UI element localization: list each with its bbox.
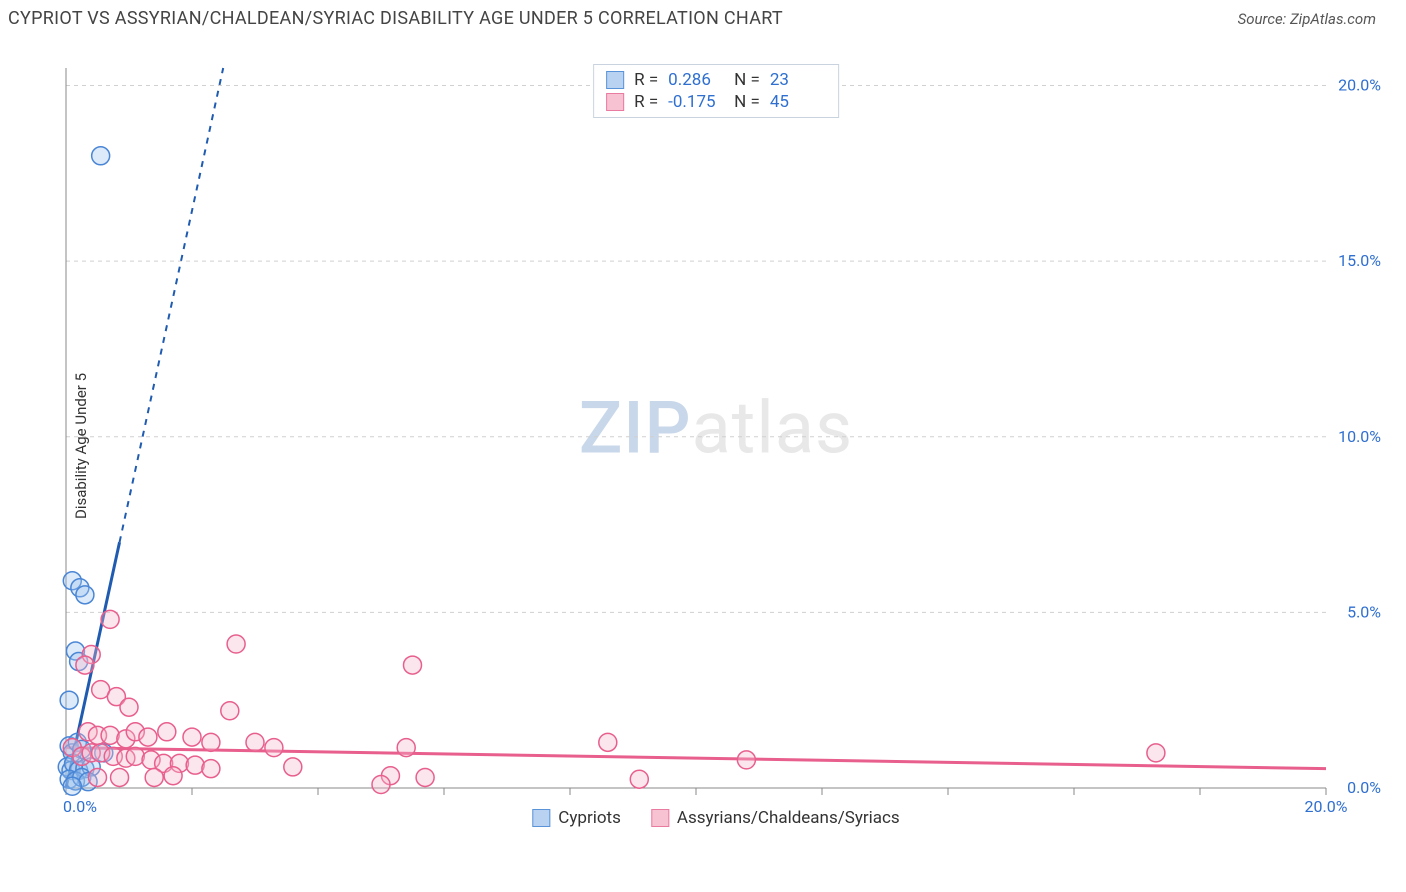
r-label: R = <box>634 70 658 90</box>
swatch-cypriots <box>606 71 624 89</box>
source-label: Source: ZipAtlas.com <box>1238 10 1376 28</box>
stats-row-assyrians: R = -0.175 N = 45 <box>606 91 826 113</box>
svg-text:5.0%: 5.0% <box>1347 602 1381 621</box>
legend-item-assyrians: Assyrians/Chaldeans/Syriacs <box>651 808 900 828</box>
legend-swatch-cypriots <box>532 809 550 827</box>
r-value-assyrians: -0.175 <box>668 92 724 112</box>
title-bar: CYPRIOT VS ASSYRIAN/CHALDEAN/SYRIAC DISA… <box>0 0 1406 37</box>
svg-text:10.0%: 10.0% <box>1338 427 1381 446</box>
n-label: N = <box>734 70 760 90</box>
svg-text:20.0%: 20.0% <box>1305 797 1348 816</box>
legend-label-cypriots: Cypriots <box>558 808 621 828</box>
svg-text:20.0%: 20.0% <box>1338 76 1381 95</box>
r-label: R = <box>634 92 658 112</box>
svg-text:15.0%: 15.0% <box>1338 251 1381 270</box>
legend-swatch-assyrians <box>651 809 669 827</box>
n-value-cypriots: 23 <box>770 70 826 90</box>
scatter-plot: 0.0%5.0%10.0%15.0%20.0%0.0%20.0% <box>46 58 1386 828</box>
series-legend: Cypriots Assyrians/Chaldeans/Syriacs <box>532 808 899 828</box>
svg-text:0.0%: 0.0% <box>1347 778 1381 797</box>
chart-area: ZIPatlas 0.0%5.0%10.0%15.0%20.0%0.0%20.0… <box>46 58 1386 828</box>
n-label: N = <box>734 92 760 112</box>
legend-item-cypriots: Cypriots <box>532 808 621 828</box>
legend-label-assyrians: Assyrians/Chaldeans/Syriacs <box>677 808 900 828</box>
stats-row-cypriots: R = 0.286 N = 23 <box>606 69 826 91</box>
svg-text:0.0%: 0.0% <box>63 797 97 816</box>
swatch-assyrians <box>606 93 624 111</box>
n-value-assyrians: 45 <box>770 92 826 112</box>
r-value-cypriots: 0.286 <box>668 70 724 90</box>
chart-title: CYPRIOT VS ASSYRIAN/CHALDEAN/SYRIAC DISA… <box>8 8 783 29</box>
stats-legend: R = 0.286 N = 23 R = -0.175 N = 45 <box>593 64 839 118</box>
